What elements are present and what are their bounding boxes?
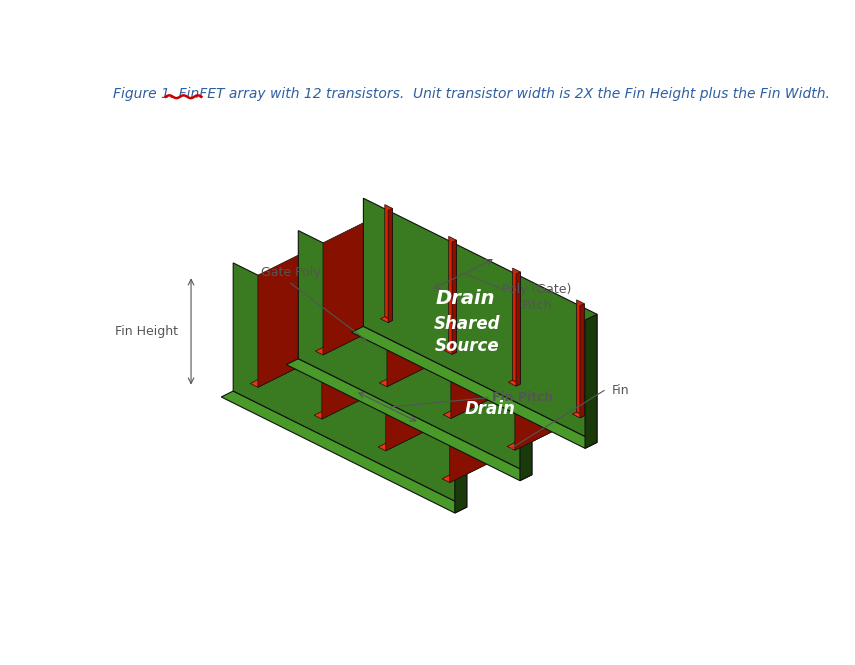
Polygon shape <box>426 485 438 491</box>
Polygon shape <box>369 344 374 459</box>
Polygon shape <box>321 281 375 419</box>
Polygon shape <box>362 453 374 459</box>
Polygon shape <box>303 309 310 425</box>
Polygon shape <box>455 379 467 513</box>
Polygon shape <box>451 280 504 418</box>
Polygon shape <box>239 277 246 393</box>
Polygon shape <box>430 372 438 489</box>
Polygon shape <box>221 391 467 513</box>
Text: Fin: Fin <box>611 384 629 397</box>
Polygon shape <box>585 315 597 448</box>
Polygon shape <box>387 248 440 387</box>
Polygon shape <box>445 348 457 354</box>
Polygon shape <box>380 317 392 323</box>
Text: Fin Pitch: Fin Pitch <box>492 391 553 404</box>
Polygon shape <box>433 244 440 360</box>
Polygon shape <box>368 277 375 392</box>
Polygon shape <box>323 216 376 355</box>
Polygon shape <box>366 341 374 457</box>
Polygon shape <box>286 358 532 481</box>
Polygon shape <box>507 420 568 450</box>
Polygon shape <box>385 205 392 321</box>
Polygon shape <box>431 309 439 424</box>
Polygon shape <box>560 308 568 424</box>
Polygon shape <box>351 327 597 448</box>
Polygon shape <box>233 263 467 507</box>
Polygon shape <box>520 346 532 481</box>
Polygon shape <box>450 344 503 483</box>
Text: Shared
Source: Shared Source <box>433 315 500 355</box>
Polygon shape <box>580 304 584 418</box>
Polygon shape <box>443 388 504 418</box>
Polygon shape <box>363 198 597 442</box>
Polygon shape <box>378 420 439 451</box>
Polygon shape <box>386 313 439 451</box>
Polygon shape <box>380 356 440 387</box>
Polygon shape <box>433 376 438 491</box>
Polygon shape <box>515 312 568 450</box>
Text: Figure 1. FinFET array with 12 transistors.  Unit transistor width is 2X the Fin: Figure 1. FinFET array with 12 transisto… <box>113 88 830 102</box>
Polygon shape <box>242 281 246 396</box>
Polygon shape <box>251 357 311 387</box>
Polygon shape <box>258 249 311 387</box>
Polygon shape <box>576 300 584 416</box>
Polygon shape <box>509 380 521 386</box>
Polygon shape <box>449 236 457 352</box>
Polygon shape <box>305 313 310 427</box>
Polygon shape <box>495 340 503 456</box>
Polygon shape <box>304 245 311 361</box>
Polygon shape <box>497 276 504 392</box>
Polygon shape <box>314 389 375 419</box>
Text: Fin Height: Fin Height <box>115 325 178 338</box>
Polygon shape <box>298 231 532 475</box>
Polygon shape <box>442 452 503 483</box>
Polygon shape <box>516 272 521 386</box>
Polygon shape <box>315 325 376 355</box>
Polygon shape <box>369 213 376 329</box>
Text: Poly (Gate)
Pitch: Poly (Gate) Pitch <box>502 283 571 312</box>
Text: Drain: Drain <box>436 289 495 308</box>
Text: Gate Poly: Gate Poly <box>261 265 321 279</box>
Polygon shape <box>452 240 457 354</box>
Polygon shape <box>388 208 392 323</box>
Polygon shape <box>513 268 521 384</box>
Text: Drain: Drain <box>464 400 516 418</box>
Polygon shape <box>572 412 584 418</box>
Polygon shape <box>298 421 310 427</box>
Polygon shape <box>234 390 246 396</box>
